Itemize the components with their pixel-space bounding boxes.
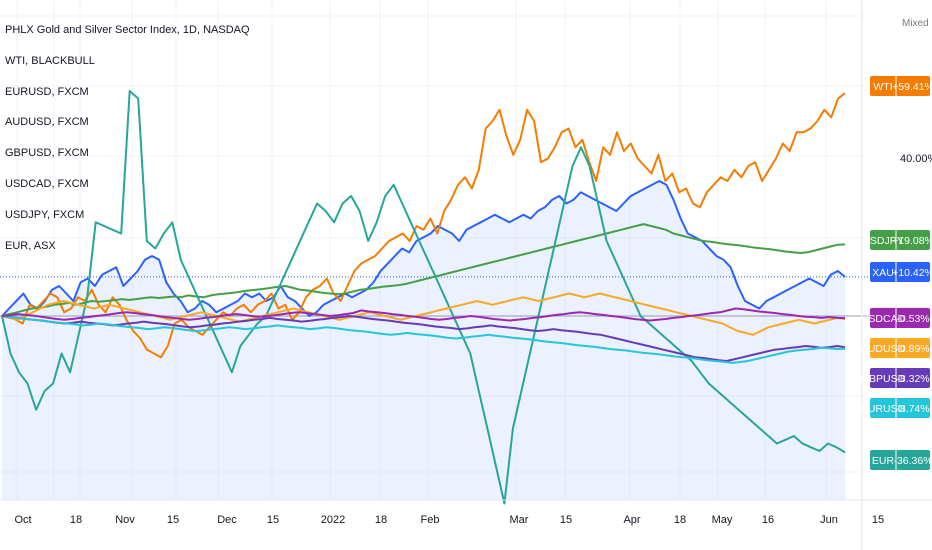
value-tag-bg-eurusd xyxy=(870,398,930,418)
legend-item-audusd[interactable]: AUDUSD, FXCM xyxy=(5,116,89,129)
legend-item-wti[interactable]: WTI, BLACKBULL xyxy=(5,54,95,67)
price-tick-0: 40.00% xyxy=(900,153,932,165)
time-tick-14: 16 xyxy=(762,514,774,526)
series-value-tags: WTI +59.41%USDJPY+19.08%XAU+10.42%USDCAD-… xyxy=(861,76,932,470)
value-tag-value-wti: +59.41% xyxy=(892,81,932,93)
value-tag-bg-gbpusd xyxy=(870,368,930,388)
plot-area[interactable] xyxy=(0,90,870,505)
value-tag-name-usdjpy: USDJPY xyxy=(862,235,903,247)
value-tag-bg-usdjpy xyxy=(870,230,930,250)
time-tick-15: Jun xyxy=(820,514,838,526)
legend-item-eur[interactable]: EUR, ASX xyxy=(5,239,56,252)
value-tag-name-audusd: AUDUSD xyxy=(861,343,906,355)
legend-item-eurusd[interactable]: EURUSD, FXCM xyxy=(5,85,89,98)
series-line-usdjpy[interactable] xyxy=(1,223,846,317)
time-tick-0: Oct xyxy=(14,514,31,526)
time-tick-3: 15 xyxy=(167,514,179,526)
time-tick-6: 2022 xyxy=(321,514,345,526)
series-line-audusd[interactable] xyxy=(1,292,846,336)
value-tag-value-gbpusd: -8.32% xyxy=(896,373,929,385)
value-tag-bg-xau xyxy=(870,262,930,282)
value-tag-name-gbpusd: GBPUSD xyxy=(861,373,906,385)
time-tick-8: Feb xyxy=(421,514,440,526)
series-line-eurusd[interactable] xyxy=(1,315,846,364)
value-tag-value-eurusd: -8.74% xyxy=(896,403,929,415)
time-tick-13: May xyxy=(712,514,733,526)
scale-mode-label[interactable]: Mixed xyxy=(902,18,929,29)
value-tag-name-wti: WTI xyxy=(873,81,892,93)
chart-title[interactable]: PHLX Gold and Silver Sector Index, 1D, N… xyxy=(5,24,250,36)
time-tick-7: 18 xyxy=(375,514,387,526)
time-tick-12: 18 xyxy=(674,514,686,526)
value-tag-name-xau: XAU xyxy=(872,267,894,279)
legend-item-usdjpy[interactable]: USDJPY, FXCM xyxy=(5,208,85,221)
legend-item-gbpusd[interactable]: GBPUSD, FXCM xyxy=(5,147,89,160)
value-tag-value-audusd: -0.89% xyxy=(896,343,929,355)
time-tick-1: 18 xyxy=(70,514,82,526)
time-tick-4: Dec xyxy=(217,514,237,526)
time-tick-5: 15 xyxy=(267,514,279,526)
value-tag-value-usdcad: -0.53% xyxy=(896,313,929,325)
legend-item-usdcad[interactable]: USDCAD, FXCM xyxy=(5,177,89,190)
value-tag-value-usdjpy: +19.08% xyxy=(892,235,932,247)
value-tag-name-eurusd: EURUSD xyxy=(861,403,906,415)
time-tick-16: 15 xyxy=(872,514,884,526)
series-area-xau xyxy=(2,181,845,500)
value-tag-bg-eur xyxy=(870,450,930,470)
value-tag-value-xau: +10.42% xyxy=(892,267,932,279)
series-line-wti[interactable] xyxy=(1,92,846,359)
time-tick-10: 15 xyxy=(560,514,572,526)
series-line-xau[interactable] xyxy=(1,180,846,317)
time-axis[interactable]: Oct 18 Nov 15 Dec 15 2022 18 Feb Mar 15 Apr 18 May 16 J… xyxy=(0,499,932,526)
series-line-eur[interactable] xyxy=(1,90,846,505)
time-tick-11: Apr xyxy=(623,514,640,526)
legend: PHLX Gold and Silver Sector Index, 1D, N… xyxy=(5,22,250,268)
value-tag-name-usdcad: USDCAD xyxy=(861,313,906,325)
time-tick-2: Nov xyxy=(115,514,135,526)
series-line-usdcad[interactable] xyxy=(1,307,846,322)
value-tag-name-eur: EUR xyxy=(872,455,895,467)
value-tag-bg-audusd xyxy=(870,338,930,358)
value-tag-value-eur: -36.36% xyxy=(893,455,932,467)
value-tag-bg-usdcad xyxy=(870,308,930,328)
value-tag-bg-wti xyxy=(870,76,930,96)
time-tick-9: Mar xyxy=(510,514,529,526)
price-scale[interactable]: 40.00% xyxy=(861,0,932,550)
series-line-gbpusd[interactable] xyxy=(1,315,846,362)
